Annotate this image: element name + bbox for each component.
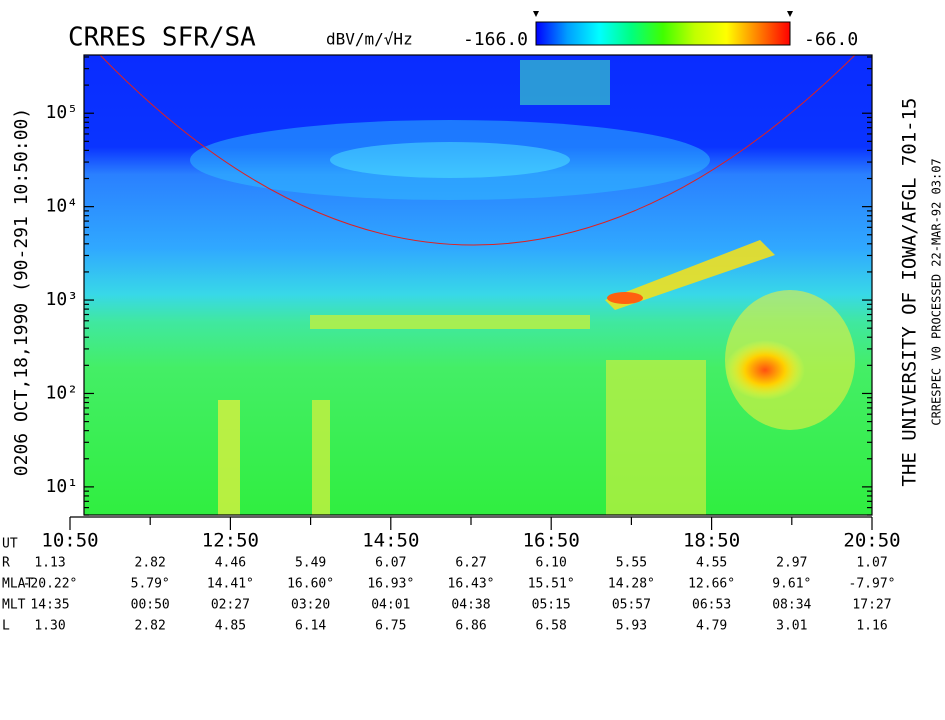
ephemeris-value: 5.55 xyxy=(616,556,647,571)
ephemeris-value: 4.79 xyxy=(696,619,727,634)
ephemeris-value: 4.85 xyxy=(215,619,246,634)
left-label: 0206 OCT,18,1990 (90-291 10:50:00) xyxy=(11,108,32,476)
ephemeris-value: 4.55 xyxy=(696,556,727,571)
y-tick-label: 10³ xyxy=(45,289,78,310)
right-label: THE UNIVERSITY OF IOWA/AFGL 701-15 xyxy=(899,98,921,487)
ephemeris-value: 5.49 xyxy=(295,556,326,571)
ephemeris-value: 1.07 xyxy=(856,556,887,571)
ephemeris-value: 04:01 xyxy=(371,598,410,613)
ephemeris-value: 14.28° xyxy=(608,577,655,592)
ephemeris-value: 6.07 xyxy=(375,556,406,571)
ephemeris-value: 17:27 xyxy=(852,598,891,613)
ephemeris-value: 08:34 xyxy=(772,598,811,613)
ephemeris-value: 02:27 xyxy=(211,598,250,613)
ephemeris-value: 16.93° xyxy=(367,577,414,592)
ephemeris-value: 15.51° xyxy=(528,577,575,592)
ephemeris-value: 9.61° xyxy=(772,577,811,592)
y-tick-label: 10² xyxy=(45,382,78,403)
ephemeris-value: 6.75 xyxy=(375,619,406,634)
ephemeris-value: 2.97 xyxy=(776,556,807,571)
ephemeris-value: -7.97° xyxy=(849,577,896,592)
colorbar-unit: dBV/m/√Hz xyxy=(326,30,413,49)
y-tick-label: 10⁴ xyxy=(45,196,78,217)
ephemeris-row-label: R xyxy=(2,556,10,571)
processing-label: CRRESPEC V0 PROCESSED 22-MAR-92 03:07 xyxy=(930,158,944,425)
ephemeris-value: 1.30 xyxy=(34,619,65,634)
ephemeris-value: 05:15 xyxy=(532,598,571,613)
ephemeris-value: 5.79° xyxy=(131,577,170,592)
ephemeris-value: 16.60° xyxy=(287,577,334,592)
ephemeris-value: 04:38 xyxy=(451,598,490,613)
ephemeris-value: 03:20 xyxy=(291,598,330,613)
ephemeris-row-label: L xyxy=(2,619,10,634)
x-axis-label: UT xyxy=(2,537,18,552)
ephemeris-row-label: MLT xyxy=(2,598,26,613)
ephemeris-value: 6.86 xyxy=(455,619,486,634)
chart-title: CRRES SFR/SA xyxy=(68,23,256,53)
ephemeris-value: 6.14 xyxy=(295,619,326,634)
y-tick-label: 10¹ xyxy=(45,476,78,497)
spectrogram xyxy=(84,55,872,515)
ephemeris-value: 06:53 xyxy=(692,598,731,613)
colorbar-min-label: -166.0 xyxy=(463,29,528,50)
ephemeris-value: 6.10 xyxy=(536,556,567,571)
ephemeris-value: 1.13 xyxy=(34,556,65,571)
ephemeris-value: 05:57 xyxy=(612,598,651,613)
ephemeris-value: -20.22° xyxy=(23,577,78,592)
colorbar xyxy=(535,21,791,46)
colorbar-max-marker xyxy=(787,11,793,17)
y-tick-label: 10⁵ xyxy=(45,102,78,123)
plot-frame xyxy=(83,54,873,516)
ephemeris-value: 1.16 xyxy=(856,619,887,634)
ephemeris-value: 6.58 xyxy=(536,619,567,634)
ephemeris-value: 5.93 xyxy=(616,619,647,634)
ephemeris-value: 14.41° xyxy=(207,577,254,592)
ephemeris-value: 12.66° xyxy=(688,577,735,592)
ephemeris-value: 6.27 xyxy=(455,556,486,571)
x-tick-label: 20:50 xyxy=(843,530,900,552)
ephemeris-value: 4.46 xyxy=(215,556,246,571)
x-tick-label: 10:50 xyxy=(41,530,98,552)
ephemeris-value: 14:35 xyxy=(30,598,69,613)
colorbar-max-label: -66.0 xyxy=(804,29,858,50)
ephemeris-row-label: MLAT xyxy=(2,577,33,592)
x-tick-label: 12:50 xyxy=(202,530,259,552)
ephemeris-value: 00:50 xyxy=(131,598,170,613)
x-tick-label: 18:50 xyxy=(683,530,740,552)
ephemeris-value: 2.82 xyxy=(135,619,166,634)
x-tick-label: 14:50 xyxy=(362,530,419,552)
colorbar-min-marker xyxy=(533,11,539,17)
x-tick-label: 16:50 xyxy=(523,530,580,552)
ephemeris-value: 16.43° xyxy=(448,577,495,592)
ephemeris-value: 3.01 xyxy=(776,619,807,634)
ephemeris-value: 2.82 xyxy=(135,556,166,571)
